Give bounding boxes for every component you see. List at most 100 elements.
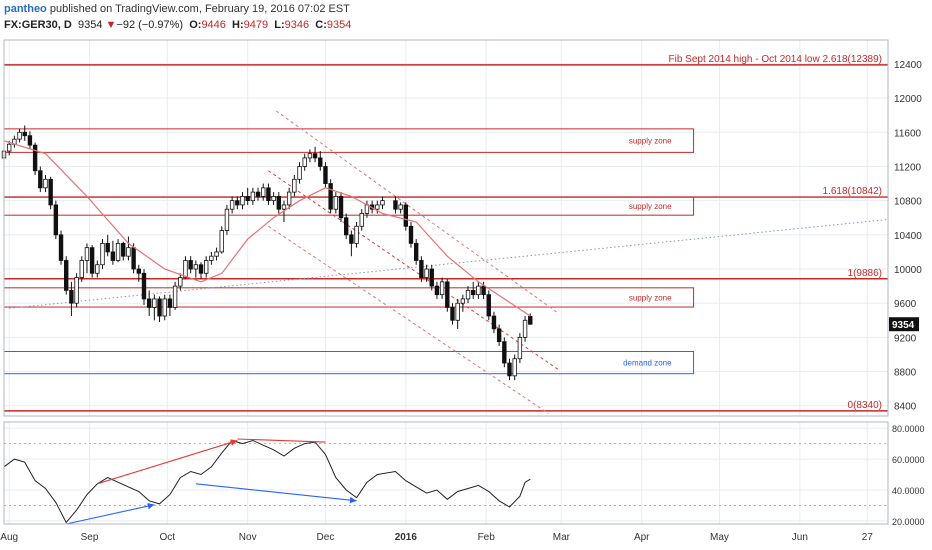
candle-body (95, 264, 100, 274)
candle-body (375, 204, 380, 210)
candle (307, 149, 313, 163)
price-tick-label: 12400 (894, 60, 922, 71)
author-name[interactable]: pantheo (4, 3, 47, 15)
candle-body (502, 341, 507, 364)
low-label: L: (274, 19, 285, 31)
candle-body (27, 135, 33, 146)
high-label: H: (232, 19, 244, 31)
candle (302, 153, 307, 171)
candle (43, 175, 48, 193)
symbol-label[interactable]: FX:GER30, D (4, 19, 72, 31)
divergence-line (195, 483, 357, 504)
candle (522, 316, 528, 342)
candle-body (74, 277, 79, 304)
candle (224, 204, 230, 235)
candle (403, 202, 409, 231)
candle-body (235, 200, 240, 206)
close-label: C: (315, 19, 327, 31)
candle (496, 324, 502, 346)
candle-body (157, 298, 162, 317)
candle (235, 196, 240, 210)
candle-body (276, 195, 281, 210)
candle (17, 128, 22, 143)
candle-body (214, 251, 219, 257)
candle-body (121, 242, 126, 257)
candle-body (318, 157, 323, 167)
candle-body (359, 213, 364, 227)
candle (455, 298, 460, 329)
candle-body (84, 247, 90, 261)
zone-label: supply zone (629, 202, 672, 211)
candle (136, 264, 142, 282)
candle (214, 247, 219, 261)
candle (240, 192, 245, 210)
candle-body (517, 336, 523, 360)
candle-body (64, 260, 69, 291)
price-tick-label: 10000 (894, 265, 922, 276)
zone-label: demand zone (623, 359, 672, 368)
candle-body (393, 200, 398, 210)
time-tick-label: Feb (478, 532, 496, 543)
last-price: 9354 (77, 19, 103, 31)
price-axis[interactable]: 8400 8800 9200 9600 10000 10400 10800 11200 1160… (889, 60, 922, 413)
candle (393, 196, 398, 214)
divergence-line (237, 438, 326, 443)
candle-body (476, 285, 481, 296)
candle-body (486, 294, 491, 317)
candle-body (450, 307, 455, 321)
candle-body (178, 277, 183, 287)
candle (48, 176, 53, 210)
rsi-tick-label: 40.0000 (892, 486, 925, 496)
candle (266, 183, 271, 205)
candle-body (22, 131, 27, 137)
candle (349, 230, 354, 257)
candle (375, 200, 380, 214)
time-axis[interactable]: Aug Sep Oct Nov Dec 2016 Feb Mar Apr May Jun 27 (0, 532, 873, 543)
candle (297, 162, 302, 184)
time-tick-label: 2016 (395, 532, 418, 543)
price-tick-label: 11600 (894, 128, 922, 139)
candle (465, 286, 471, 304)
candle-body (48, 178, 53, 206)
candle (286, 187, 292, 210)
candle (343, 213, 349, 240)
candle (429, 264, 434, 291)
candle (115, 239, 121, 263)
candle (79, 256, 84, 282)
divergence-line (97, 439, 238, 485)
trend-line (275, 110, 560, 314)
candle (419, 256, 424, 282)
candle-body (152, 298, 157, 308)
price-change: −92 (−0.97%) (116, 19, 184, 31)
candle-body (188, 260, 193, 270)
time-tick-label: Nov (239, 532, 257, 543)
candle-body (172, 285, 178, 308)
rsi-axis[interactable]: 20.0000 40.0000 60.0000 80.0000 (892, 424, 925, 527)
time-tick-label: Aug (0, 532, 18, 543)
candle-body (481, 285, 486, 296)
candle (424, 264, 429, 282)
zone-label: supply zone (629, 293, 672, 302)
candle-body (460, 298, 466, 304)
candle-body (146, 298, 152, 308)
rsi-line (3, 439, 531, 524)
candle-body (69, 289, 74, 304)
candle (476, 281, 481, 299)
rsi-tick-label: 80.0000 (892, 424, 925, 434)
candle-body (343, 217, 349, 236)
candle-body (408, 225, 414, 244)
candle (517, 333, 523, 364)
candle-body (183, 260, 188, 278)
candle (445, 279, 450, 312)
rsi-grid (4, 422, 888, 524)
time-tick-label: Sep (81, 532, 99, 543)
trend-line (9, 218, 889, 309)
zone-label: supply zone (629, 137, 672, 146)
candles-layer (1, 125, 533, 381)
chart-canvas[interactable]: supply zone supply zone supply zone demand … (0, 36, 932, 550)
candle (105, 234, 110, 257)
candle-body (250, 191, 256, 202)
price-tick-label: 11200 (894, 162, 922, 173)
candle-body (328, 183, 333, 210)
candle (408, 222, 414, 248)
